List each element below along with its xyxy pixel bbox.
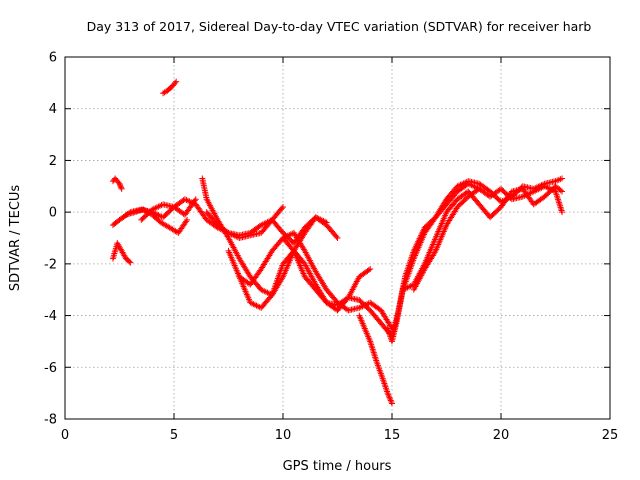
data-point-marker: [558, 205, 565, 212]
series-arc3: [109, 175, 125, 192]
data-point-marker: [387, 397, 394, 404]
data-point-marker: [184, 216, 191, 223]
data-point-marker: [384, 390, 391, 397]
data-point-marker: [172, 79, 179, 86]
data-point-marker: [371, 352, 378, 359]
data-point-marker: [369, 346, 376, 353]
data-point-marker: [224, 228, 231, 235]
y-tick-label: -6: [44, 361, 57, 376]
data-point-marker: [389, 400, 395, 407]
data-point-marker: [559, 175, 566, 182]
series-arc7: [199, 175, 330, 298]
plot-frame: [64, 56, 611, 420]
series-arc8: [225, 247, 374, 314]
y-tick-label: 6: [49, 51, 57, 66]
y-tick-label: 0: [49, 206, 57, 221]
data-point-marker: [371, 351, 378, 358]
data-point-marker: [333, 233, 340, 240]
data-point-marker: [368, 343, 375, 350]
data-point-marker: [365, 266, 372, 273]
data-point-marker: [192, 196, 199, 203]
data-point-marker: [369, 344, 376, 351]
x-tick-label: 15: [384, 428, 401, 443]
data-point-marker: [118, 184, 125, 191]
data-point-marker: [334, 235, 341, 241]
data-point-marker: [387, 396, 394, 403]
data-point-marker: [557, 202, 564, 209]
series-arc1: [160, 78, 180, 97]
data-point-marker: [370, 347, 377, 354]
data-point-marker: [385, 391, 392, 398]
data-point-marker: [559, 188, 566, 195]
series-arc16: [410, 185, 483, 293]
data-point-marker: [557, 204, 564, 211]
series-arc9: [203, 209, 341, 247]
data-point-marker: [388, 399, 395, 406]
data-point-marker: [116, 180, 123, 187]
series-arc6: [138, 196, 199, 223]
data-point-marker: [191, 197, 198, 204]
data-point-marker: [386, 394, 393, 401]
data-point-marker: [118, 185, 125, 192]
y-tick-label: 4: [49, 102, 57, 117]
data-point-marker: [126, 258, 133, 265]
series-arc11: [280, 229, 395, 332]
data-point-marker: [554, 193, 561, 200]
series-arc4: [109, 196, 286, 241]
data-point-marker: [127, 259, 134, 266]
series-arc2: [109, 240, 134, 266]
data-point-marker: [370, 349, 377, 356]
x-tick-label: 25: [602, 428, 619, 443]
data-point-marker: [372, 354, 379, 361]
data-point-marker: [474, 186, 481, 193]
data-point-marker: [554, 194, 561, 201]
x-tick-label: 20: [493, 428, 510, 443]
data-point-marker: [173, 78, 180, 85]
data-point-marker: [555, 196, 562, 203]
data-point-marker: [559, 209, 566, 216]
data-point-marker: [117, 183, 124, 190]
x-tick-label: 5: [170, 428, 178, 443]
data-point-marker: [558, 207, 565, 214]
data-point-marker: [476, 185, 483, 192]
data-point-marker: [557, 187, 564, 194]
data-point-marker: [385, 393, 392, 400]
y-tick-label: -8: [44, 413, 57, 428]
y-tick-label: 2: [49, 154, 57, 169]
data-point-marker: [280, 203, 286, 210]
x-tick-label: 0: [61, 428, 69, 443]
data-point-marker: [555, 198, 562, 205]
data-point-marker: [556, 199, 563, 206]
y-axis-label: SDTVAR / TECUs: [8, 185, 23, 292]
x-axis-label: GPS time / hours: [283, 459, 392, 474]
data-point-marker: [183, 218, 190, 225]
data-point-marker: [556, 201, 563, 208]
x-axis-ticks: 0 5 10 15 20 25: [61, 57, 618, 443]
series-arc12: [356, 312, 395, 407]
data-point-marker: [278, 205, 285, 212]
data-series-group: [109, 78, 566, 407]
y-tick-label: -4: [44, 309, 57, 324]
y-tick-label: -2: [44, 257, 57, 272]
x-tick-label: 10: [275, 428, 292, 443]
chart-title: Day 313 of 2017, Sidereal Day-to-day VTE…: [87, 19, 592, 34]
data-point-marker: [367, 266, 374, 273]
data-point-marker: [117, 181, 124, 188]
y-axis-ticks: -8 -6 -4 -2 0 2 4 6: [44, 51, 610, 428]
